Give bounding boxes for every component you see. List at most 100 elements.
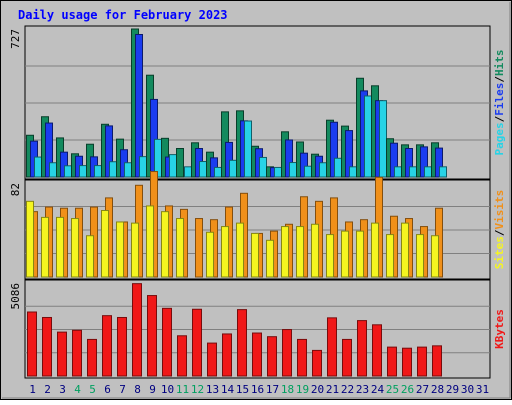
bar-sites-day-27: [416, 234, 424, 278]
bar-sites-day-1: [26, 200, 34, 278]
panel-visits-legend: Sites/Visits: [493, 190, 506, 270]
bar-kbytes-day-3: [57, 331, 67, 377]
bar-pages-day-24: [379, 100, 387, 178]
bar-pages-day-21: [334, 157, 342, 178]
bar-kbytes-day-8: [132, 283, 142, 377]
bar-kbytes-day-16: [252, 332, 262, 377]
bar-kbytes-day-14: [222, 333, 232, 377]
bar-hits-day-11: [176, 147, 184, 178]
bar-pages-day-5: [94, 165, 102, 178]
bar-sites-day-7: [116, 221, 124, 278]
bar-kbytes-day-1: [27, 311, 37, 377]
bar-pages-day-6: [109, 161, 117, 178]
bar-kbytes-day-7: [117, 316, 127, 377]
bar-sites-day-11: [176, 218, 184, 278]
bar-sites-day-20: [311, 223, 319, 278]
bar-sites-day-18: [281, 226, 289, 278]
x-tick-label-day-29: 29: [446, 383, 459, 396]
x-tick-label-day-28: 28: [431, 383, 444, 396]
bar-kbytes-day-10: [162, 307, 172, 377]
bar-kbytes-day-4: [72, 329, 82, 377]
bar-sites-day-26: [401, 222, 409, 278]
panel-visits-max-label: 82: [9, 183, 22, 196]
bar-sites-day-10: [161, 211, 169, 278]
x-tick-label-day-21: 21: [326, 383, 339, 396]
bar-kbytes-day-28: [432, 345, 442, 377]
bar-kbytes-day-18: [282, 329, 292, 377]
x-tick-label-day-8: 8: [134, 383, 141, 396]
bar-sites-day-22: [341, 230, 349, 278]
panel-visits: 82 Sites/Visits: [9, 171, 506, 280]
bar-kbytes-day-27: [417, 346, 427, 377]
x-tick-label-day-11: 11: [176, 383, 189, 396]
bar-kbytes-day-17: [267, 336, 277, 377]
bar-kbytes-day-12: [192, 308, 202, 377]
legend-separator: /: [493, 76, 506, 83]
bar-pages-day-11: [184, 166, 192, 178]
panel-hits-legend: Pages/Files/Hits: [493, 50, 506, 156]
legend-separator: /: [493, 115, 506, 122]
x-tick-label-day-20: 20: [311, 383, 324, 396]
x-tick-label-day-1: 1: [29, 383, 36, 396]
bar-sites-day-6: [101, 210, 109, 278]
legend-kbytes-label: KBytes: [493, 309, 506, 349]
bar-kbytes-day-26: [402, 347, 412, 377]
legend-pages-label: Pages: [493, 122, 506, 155]
bar-files-day-8: [135, 33, 143, 178]
x-tick-label-day-10: 10: [161, 383, 174, 396]
bar-pages-day-12: [199, 161, 207, 178]
x-tick-label-day-30: 30: [461, 383, 474, 396]
x-tick-label-day-9: 9: [149, 383, 156, 396]
panel-kbytes-max-label: 5086: [9, 283, 22, 310]
bar-kbytes-day-11: [177, 335, 187, 377]
bar-sites-day-3: [56, 216, 64, 278]
x-tick-label-day-23: 23: [356, 383, 369, 396]
x-tick-label-day-22: 22: [341, 383, 354, 396]
bar-pages-day-28: [439, 166, 447, 178]
bar-visits-day-12: [195, 218, 203, 278]
x-tick-label-day-2: 2: [44, 383, 51, 396]
bar-sites-day-19: [296, 226, 304, 278]
x-tick-label-day-5: 5: [89, 383, 96, 396]
x-tick-label-day-15: 15: [236, 383, 249, 396]
bar-pages-day-26: [409, 166, 417, 178]
bar-kbytes-day-2: [42, 316, 52, 377]
bar-sites-day-24: [371, 222, 379, 278]
bar-pages-day-1: [34, 156, 42, 178]
x-tick-label-day-19: 19: [296, 383, 309, 396]
x-tick-label-day-7: 7: [119, 383, 126, 396]
x-tick-label-day-4: 4: [74, 383, 81, 396]
bar-sites-day-23: [356, 230, 364, 278]
x-tick-label-day-13: 13: [206, 383, 219, 396]
bar-kbytes-day-15: [237, 309, 247, 377]
panel-kbytes: 5086 KBytes: [9, 279, 506, 379]
x-tick-label-day-27: 27: [416, 383, 429, 396]
bar-sites-day-21: [326, 234, 334, 278]
bar-kbytes-day-25: [387, 346, 397, 377]
x-tick-label-day-16: 16: [251, 383, 264, 396]
bar-kbytes-day-24: [372, 324, 382, 377]
x-tick-label-day-14: 14: [221, 383, 235, 396]
legend--label: /: [493, 229, 506, 236]
x-axis-day-labels: 1 2 3 4 5 6 7 8 9 10 11 12 13 14 15 16 17 18 19 20 21 22 23 24 2…: [29, 383, 489, 396]
bar-pages-day-2: [49, 162, 57, 178]
bar-sites-day-17: [266, 239, 274, 278]
x-tick-label-day-25: 25: [386, 383, 399, 396]
x-tick-label-day-18: 18: [281, 383, 294, 396]
bar-pages-day-7: [124, 162, 132, 178]
bar-pages-day-16: [259, 156, 267, 178]
bar-pages-day-14: [229, 159, 237, 178]
bar-pages-day-27: [424, 166, 432, 178]
legend-visits-label: Visits: [493, 190, 506, 230]
x-tick-label-day-3: 3: [59, 383, 66, 396]
bar-pages-day-10: [169, 154, 177, 178]
x-tick-label-day-24: 24: [371, 383, 385, 396]
bar-pages-day-8: [139, 156, 147, 178]
x-tick-label-day-31: 31: [476, 383, 489, 396]
x-tick-label-day-26: 26: [401, 383, 414, 396]
bar-sites-day-14: [221, 226, 229, 278]
bar-kbytes-day-13: [207, 342, 217, 377]
bar-sites-day-15: [236, 222, 244, 278]
